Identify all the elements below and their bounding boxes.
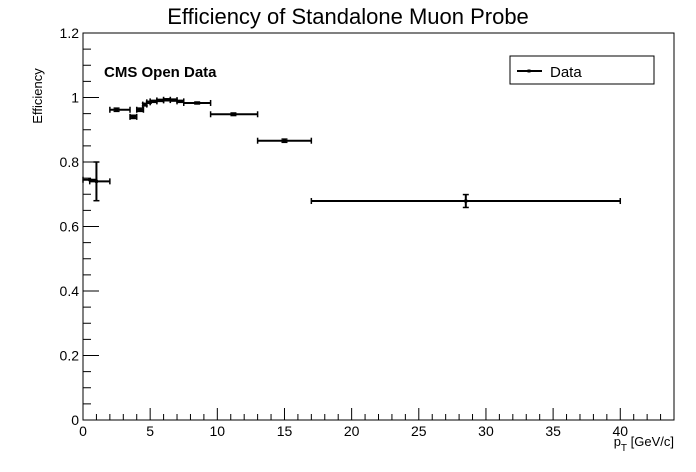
x-axis-ticks: [82, 408, 675, 420]
x-axis-label: pT [GeV/c]: [614, 434, 674, 454]
x-tick-label: 40: [612, 423, 628, 439]
data-marker: [131, 115, 135, 119]
data-marker: [172, 98, 176, 102]
x-axis-tick-labels: 0 5 10 15 20 25 30 35 40: [79, 423, 628, 439]
data-marker: [165, 98, 169, 102]
x-axis-label-unit: [GeV/c]: [627, 434, 674, 449]
data-marker: [138, 108, 142, 112]
data-marker: [282, 139, 286, 143]
cms-open-data-annotation: CMS Open Data: [104, 64, 217, 81]
y-tick-label: 0.6: [60, 219, 80, 235]
legend: Data: [509, 55, 655, 85]
y-axis-label: Efficiency: [30, 68, 45, 124]
x-tick-label: 5: [146, 423, 154, 439]
y-tick-label: 0.2: [60, 348, 80, 364]
y-tick-label: 0: [71, 412, 79, 428]
x-tick-label: 25: [411, 423, 427, 439]
data-point: [162, 96, 172, 103]
data-marker: [143, 103, 147, 107]
y-tick-label: 0.4: [60, 283, 80, 299]
data-point: [256, 137, 313, 144]
data-point: [109, 106, 131, 113]
x-tick-label: 30: [478, 423, 494, 439]
data-point: [169, 97, 178, 104]
y-tick-label: 1.2: [60, 25, 80, 41]
data-marker: [195, 101, 199, 105]
x-tick-label: 10: [210, 423, 226, 439]
legend-marker-point: [527, 69, 531, 73]
y-axis-tick-labels: 0 0.2 0.4 0.6 0.8 1 1.2: [60, 25, 80, 428]
x-tick-label: 20: [344, 423, 360, 439]
data-marker: [115, 108, 119, 112]
y-tick-label: 0.8: [60, 154, 80, 170]
data-marker: [464, 199, 468, 203]
y-tick-label: 1: [71, 90, 79, 106]
data-marker: [147, 100, 151, 104]
x-tick-label: 0: [79, 423, 87, 439]
data-point: [135, 106, 145, 113]
legend-label-data: Data: [550, 64, 582, 81]
data-marker: [158, 98, 162, 102]
data-marker: [178, 99, 182, 103]
data-point: [176, 98, 185, 105]
data-marker: [231, 112, 235, 116]
data-point: [182, 99, 212, 106]
data-marker: [152, 99, 156, 103]
data-point: [156, 97, 165, 104]
plot-frame: [82, 32, 675, 421]
x-axis-label-main: p: [614, 434, 621, 449]
x-tick-label: 15: [277, 423, 293, 439]
x-axis-label-subscript: T: [621, 443, 627, 454]
data-marker: [94, 179, 98, 183]
y-axis-ticks: [83, 32, 99, 421]
data-points: [82, 96, 622, 209]
data-point: [310, 193, 622, 209]
x-tick-label: 35: [545, 423, 561, 439]
data-point: [209, 111, 259, 118]
data-point: [88, 161, 111, 202]
data-point: [129, 113, 138, 120]
chart-title: Efficiency of Standalone Muon Probe: [167, 4, 529, 29]
